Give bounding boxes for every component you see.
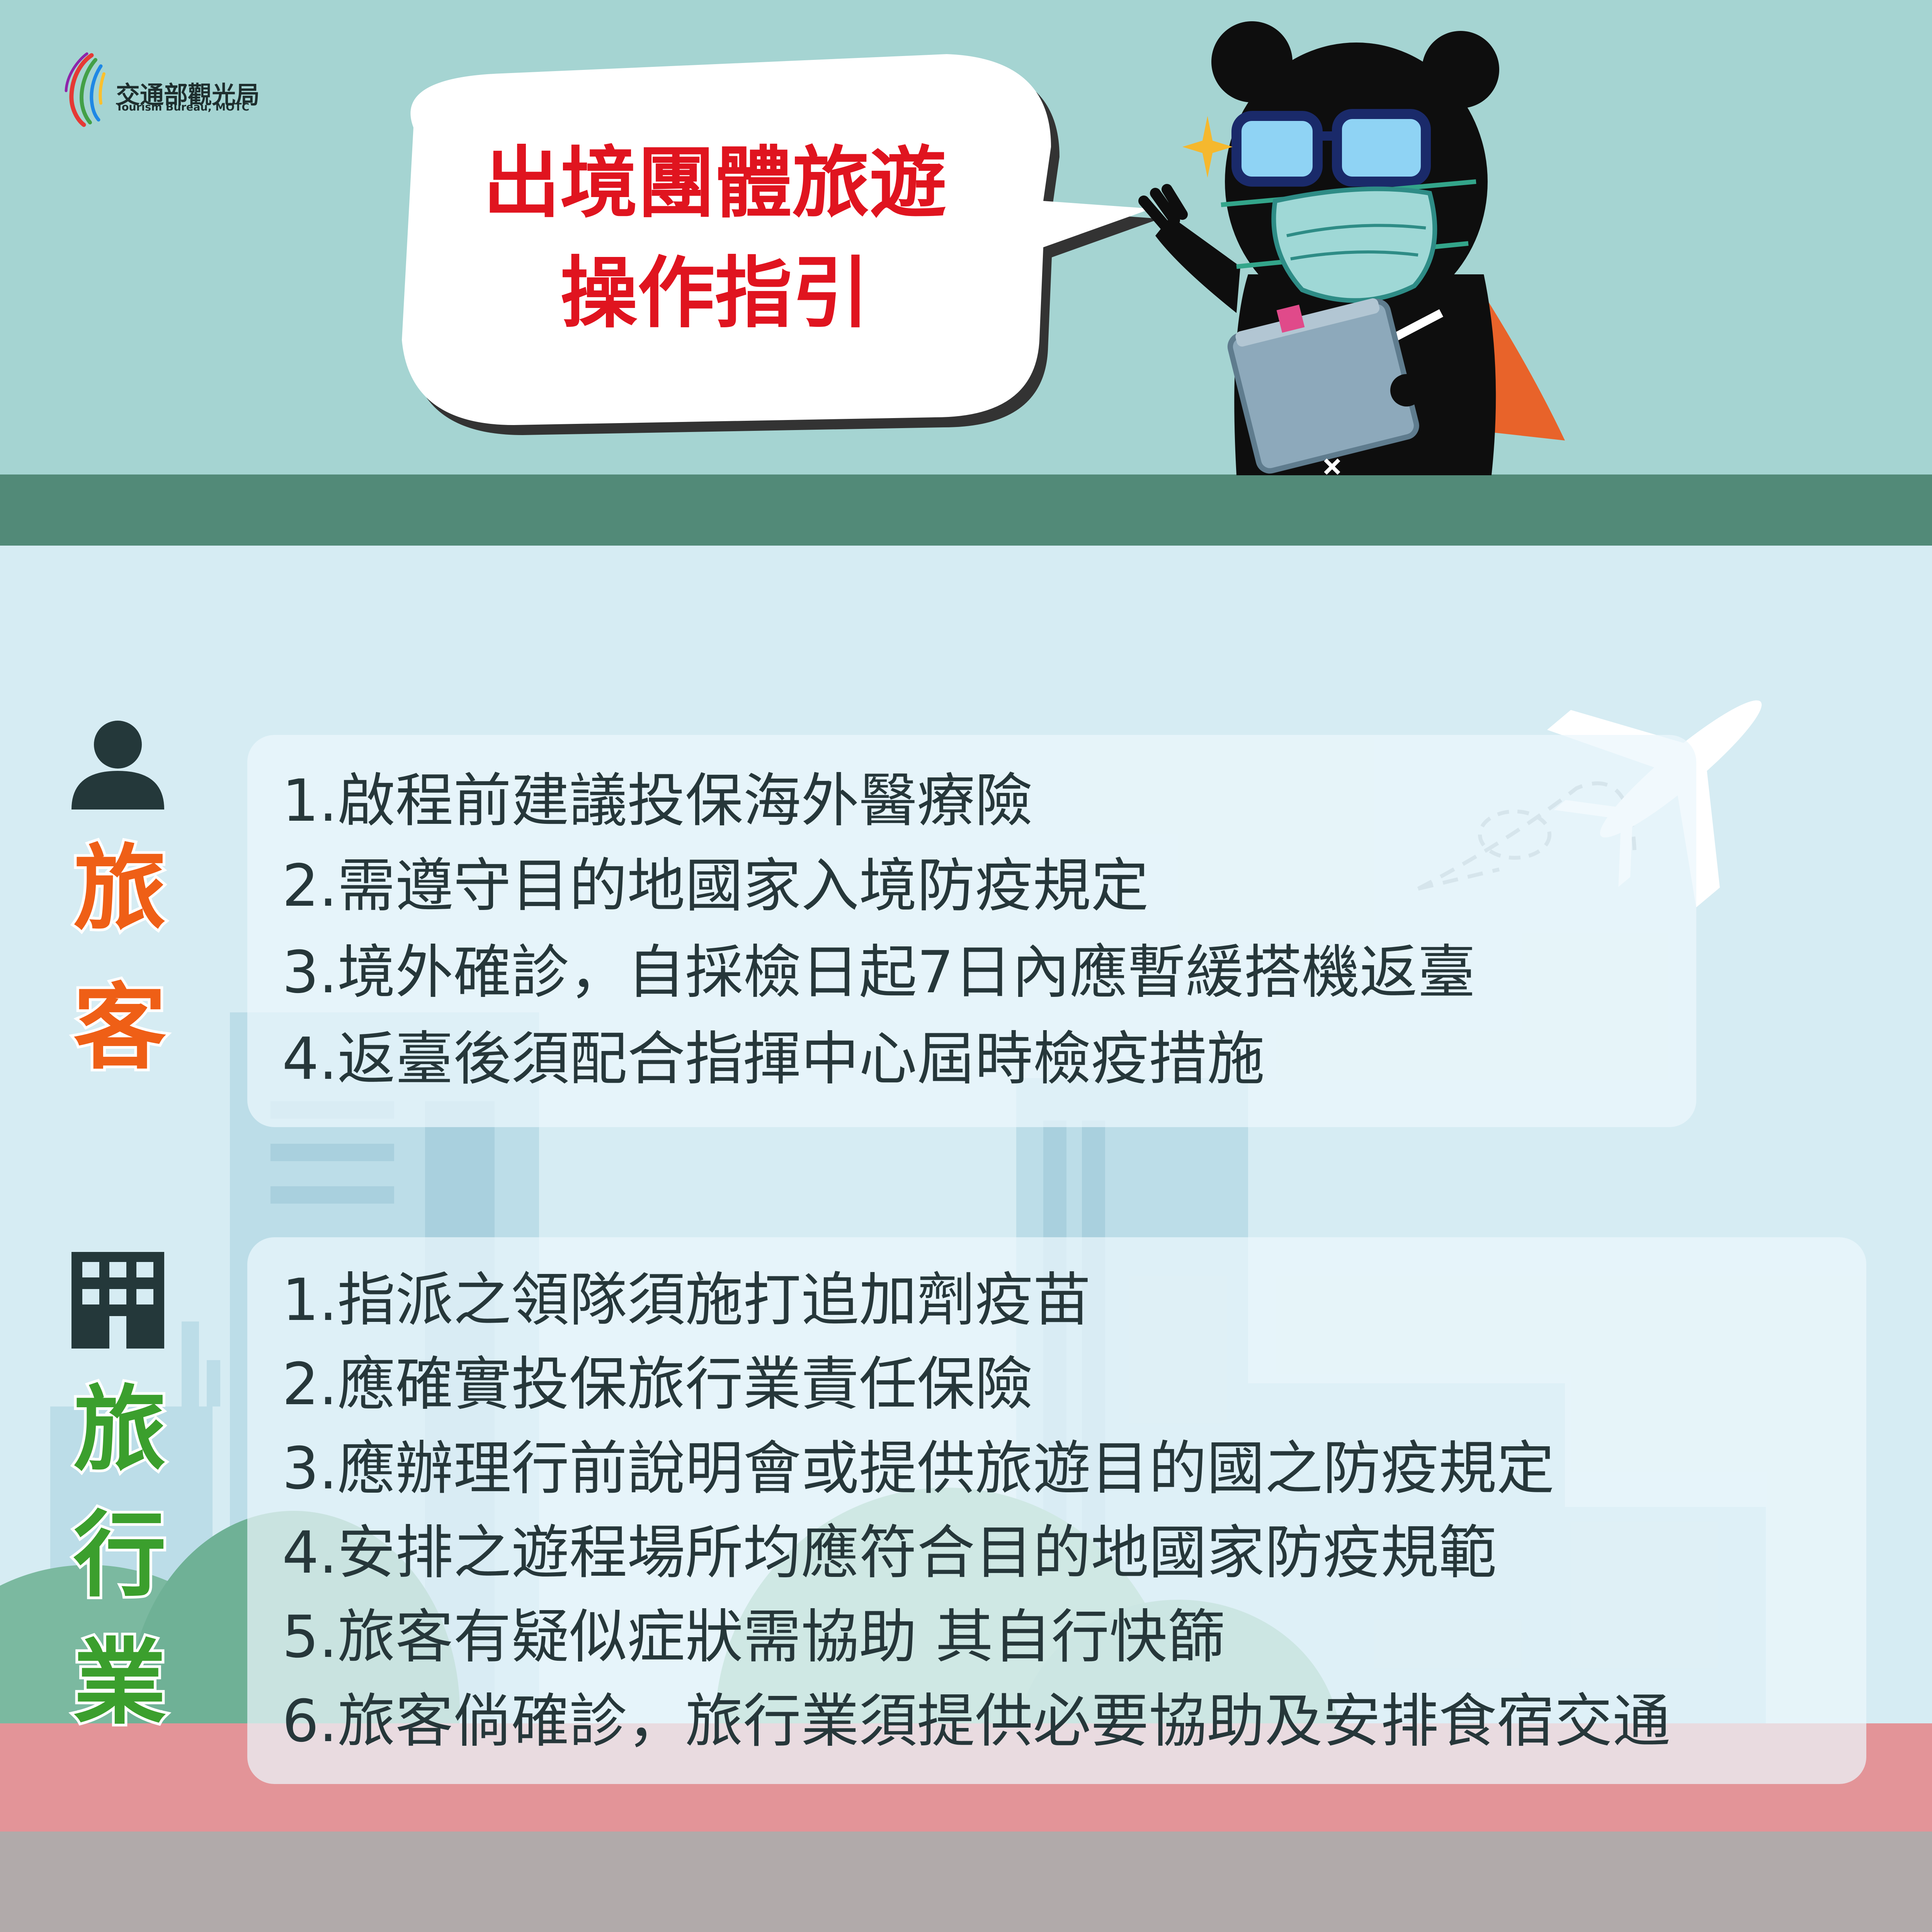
title-line-2: 操作指引 [560,248,869,338]
traveler-label-char: 旅 [71,835,169,943]
sparkle-icon [1182,116,1233,178]
bear-mascot-icon [1138,21,1565,475]
list-item: 3.應辦理行前說明會或提供旅遊目的國之防疫規定 [282,1435,1555,1502]
list-item: 4.返臺後須配合指揮中心屆時檢疫措施 [282,1026,1265,1093]
title-line-1: 出境團體旅遊 [483,138,947,228]
taiwan-logo-icon [65,52,105,127]
traveler-panel [247,735,1696,1127]
person-icon [71,721,164,810]
list-item: 3.境外確診，自採檢日起7日內應暫緩搭機返臺 [282,939,1476,1006]
logo-name-en: Tourism Bureau, MOTC [116,101,250,113]
agency-panel [247,1237,1866,1784]
agency-label-char: 行 [71,1501,169,1609]
agency-label-char: 業 [71,1629,169,1737]
list-item: 4.安排之遊程場所均應符合目的地國家防疫規範 [282,1519,1497,1587]
speech-bubble [402,54,1159,435]
list-item: 1.指派之領隊須施打追加劑疫苗 [282,1267,1091,1334]
list-item: 2.應確實投保旅行業責任保險 [282,1351,1033,1418]
traveler-label-char: 客 [71,974,169,1082]
list-item: 1.啟程前建議投保海外醫療險 [282,767,1033,835]
list-item: 6.旅客倘確診，旅行業須提供必要協助及安排食宿交通 [282,1688,1671,1755]
logo-name-zh: 交通部觀光局 [116,81,260,109]
list-item: 2.需遵守目的地國家入境防疫規定 [282,852,1149,920]
list-item: 5.旅客有疑似症狀需協助 其自行快篩 [282,1604,1225,1671]
agency-label-char: 旅 [71,1376,169,1484]
building-icon [71,1252,164,1349]
